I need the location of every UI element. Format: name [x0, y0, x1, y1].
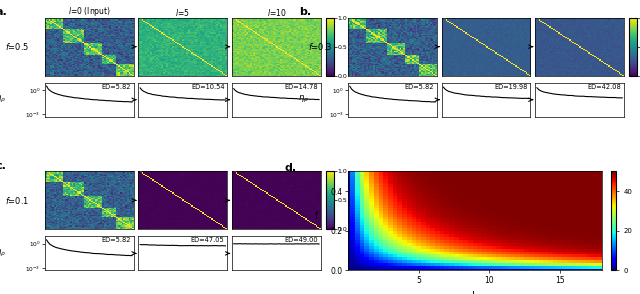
Text: ED=19.98: ED=19.98: [494, 84, 528, 90]
Y-axis label: $f$=0.3: $f$=0.3: [308, 41, 333, 52]
Text: d.: d.: [285, 163, 296, 173]
Text: ED=47.05: ED=47.05: [191, 237, 225, 243]
Text: ED=5.82: ED=5.82: [101, 84, 131, 90]
Title: $l$=0 (Input): $l$=0 (Input): [68, 5, 111, 18]
Text: ED=5.82: ED=5.82: [101, 237, 131, 243]
Text: b.: b.: [299, 7, 311, 17]
Y-axis label: f: f: [315, 211, 318, 221]
X-axis label: L: L: [472, 290, 478, 294]
Y-axis label: $f$=0.1: $f$=0.1: [4, 195, 29, 206]
Text: ED=5.82: ED=5.82: [404, 84, 434, 90]
Text: a.: a.: [0, 7, 8, 17]
Title: $l$=10: $l$=10: [266, 6, 286, 18]
Text: ED=49.00: ED=49.00: [285, 237, 318, 243]
Y-axis label: $c^l$: $c^l$: [351, 194, 358, 207]
Y-axis label: $c^l$: $c^l$: [351, 41, 358, 53]
Text: c.: c.: [0, 161, 7, 171]
Y-axis label: $\eta_\rho$: $\eta_\rho$: [0, 94, 6, 105]
Text: ED=10.54: ED=10.54: [191, 84, 225, 90]
Text: ED=42.08: ED=42.08: [588, 84, 621, 90]
Text: ED=14.78: ED=14.78: [285, 84, 318, 90]
Title: $l$=5: $l$=5: [175, 6, 190, 18]
Y-axis label: $\eta_\rho$: $\eta_\rho$: [0, 248, 6, 259]
Y-axis label: $f$=0.5: $f$=0.5: [4, 41, 29, 52]
Y-axis label: $\eta_\rho$: $\eta_\rho$: [298, 94, 309, 105]
